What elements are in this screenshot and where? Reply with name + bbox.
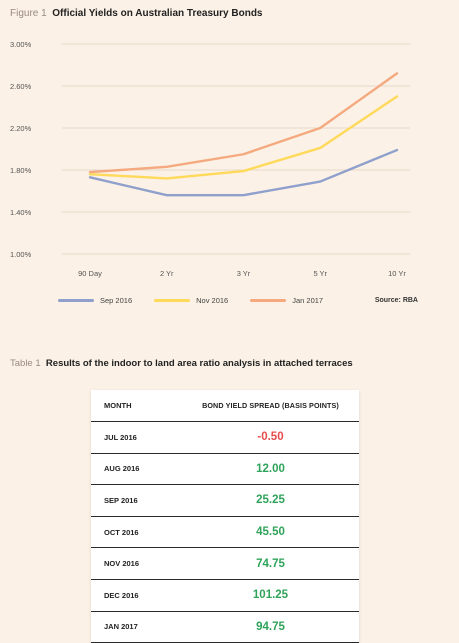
table-name: Results of the indoor to land area ratio…	[45, 358, 353, 369]
chart-legend: Sep 2016 Nov 2016 Jan 2017 Source: RBA	[58, 296, 418, 305]
table-row: JUL 2016 -0.50	[91, 422, 359, 454]
table-row: NOV 2016 74.75	[91, 548, 359, 580]
legend-swatch	[154, 299, 191, 302]
figure-title: Figure 1 Official Yields on Australian T…	[10, 8, 263, 19]
table-row: AUG 2016 12.00	[91, 454, 359, 486]
table-row: OCT 2016 45.50	[91, 517, 359, 549]
series-line-nov-2016	[88, 95, 399, 180]
row-month: NOV 2016	[104, 559, 140, 569]
y-tick-label: 1.80%	[10, 166, 32, 175]
table-row: JAN 2017 94.75	[91, 612, 359, 643]
row-value: 101.25	[252, 589, 289, 602]
table-row: SEP 2016 25.25	[91, 485, 359, 517]
table-header-row: MONTH BOND YIELD SPREAD (BASIS POINTS)	[91, 390, 359, 422]
row-month: OCT 2016	[104, 527, 139, 537]
series-line-sep-2016	[88, 148, 399, 197]
legend-item-nov-2016: Nov 2016	[154, 296, 228, 305]
column-header-spread: BOND YIELD SPREAD (BASIS POINTS)	[202, 401, 339, 410]
table-row: DEC 2016 101.25	[91, 580, 359, 612]
legend-item-sep-2016: Sep 2016	[58, 296, 132, 305]
yield-chart: 1.00% 1.40% 1.80% 2.20% 2.60% 3.00% 90 Day 2 Yr…	[10, 40, 410, 278]
y-tick-label: 2.20%	[10, 124, 32, 133]
x-tick-label: 10 Yr	[388, 269, 406, 278]
row-value: 12.00	[256, 462, 285, 475]
legend-label: Sep 2016	[100, 296, 133, 305]
row-month: JAN 2017	[104, 622, 138, 632]
table-title: Table 1 Results of the indoor to land ar…	[10, 358, 353, 369]
row-value: 25.25	[256, 494, 285, 507]
x-tick-label: 2 Yr	[160, 269, 174, 278]
y-tick-label: 1.40%	[10, 208, 32, 217]
legend-item-jan-2017: Jan 2017	[250, 296, 323, 305]
row-value: -0.50	[257, 431, 284, 444]
row-value: 45.50	[256, 526, 285, 539]
row-month: DEC 2016	[104, 590, 139, 600]
y-tick-label: 2.60%	[10, 82, 32, 91]
column-header-month: MONTH	[104, 401, 132, 410]
legend-label: Nov 2016	[196, 296, 229, 305]
y-tick-label: 3.00%	[10, 40, 32, 49]
chart-source: Source: RBA	[374, 297, 418, 304]
bond-spread-table: MONTH BOND YIELD SPREAD (BASIS POINTS) J…	[91, 390, 359, 643]
row-value: 94.75	[256, 620, 285, 633]
row-month: SEP 2016	[104, 495, 138, 505]
legend-swatch	[250, 299, 287, 302]
figure-name: Official Yields on Australian Treasury B…	[52, 8, 263, 19]
table-tag: Table 1	[10, 358, 41, 369]
figure-tag: Figure 1	[10, 8, 47, 19]
row-month: JUL 2016	[104, 432, 137, 442]
x-tick-label: 90 Day	[78, 269, 102, 278]
row-value: 74.75	[256, 557, 285, 570]
series-line-jan-2017	[88, 72, 399, 174]
legend-label: Jan 2017	[292, 296, 324, 305]
legend-swatch	[58, 299, 94, 302]
row-month: AUG 2016	[104, 464, 140, 474]
y-tick-label: 1.00%	[10, 250, 32, 259]
x-tick-label: 3 Yr	[237, 269, 251, 278]
x-tick-label: 5 Yr	[313, 269, 327, 278]
